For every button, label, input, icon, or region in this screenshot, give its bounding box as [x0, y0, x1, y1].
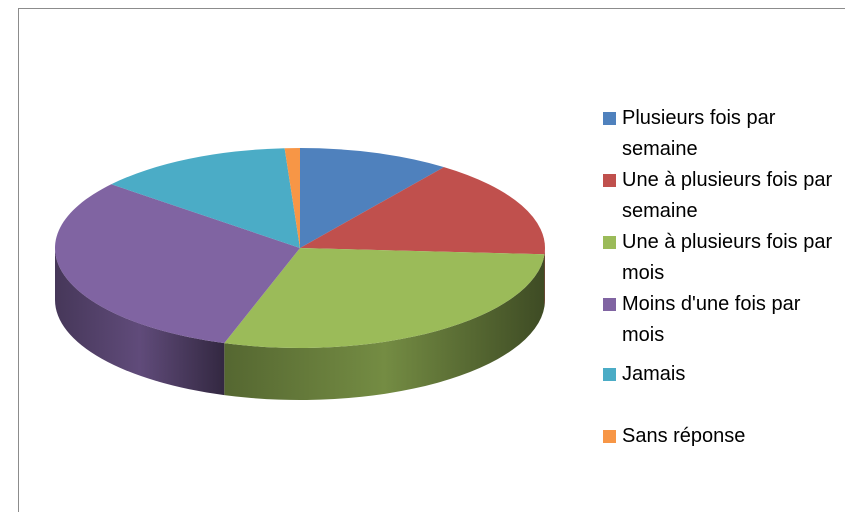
- legend-item: Sans réponse: [600, 421, 840, 452]
- legend-swatch: [603, 112, 616, 125]
- chart-frame: [18, 8, 845, 512]
- legend-item: Plusieurs fois par semaine: [600, 103, 840, 165]
- legend-label: Moins d'une fois par mois: [622, 293, 801, 346]
- legend-swatch: [603, 368, 616, 381]
- slice: [54, 184, 300, 344]
- slice-side: [224, 254, 545, 400]
- legend-item: Une à plusieurs fois par semaine: [600, 165, 840, 227]
- legend-label: Une à plusieurs fois par semaine: [622, 169, 833, 222]
- legend-label: Plusieurs fois par semaine: [622, 107, 776, 160]
- legend-swatch: [603, 430, 616, 443]
- slice: [111, 148, 300, 248]
- legend-swatch: [603, 298, 616, 311]
- legend-item: Jamais: [600, 359, 840, 390]
- slice: [300, 167, 545, 255]
- legend-swatch: [603, 174, 616, 187]
- legend-item: Moins d'une fois par mois: [600, 289, 840, 351]
- legend-label: Jamais: [622, 363, 686, 385]
- slice: [300, 148, 445, 248]
- legend-label: Sans réponse: [622, 425, 746, 447]
- slice: [284, 148, 300, 248]
- legend-label: Une à plusieurs fois par mois: [622, 231, 833, 284]
- legend-item: Une à plusieurs fois par mois: [600, 227, 840, 289]
- slice-side: [55, 248, 225, 396]
- legend-swatch: [603, 236, 616, 249]
- slice: [224, 248, 545, 348]
